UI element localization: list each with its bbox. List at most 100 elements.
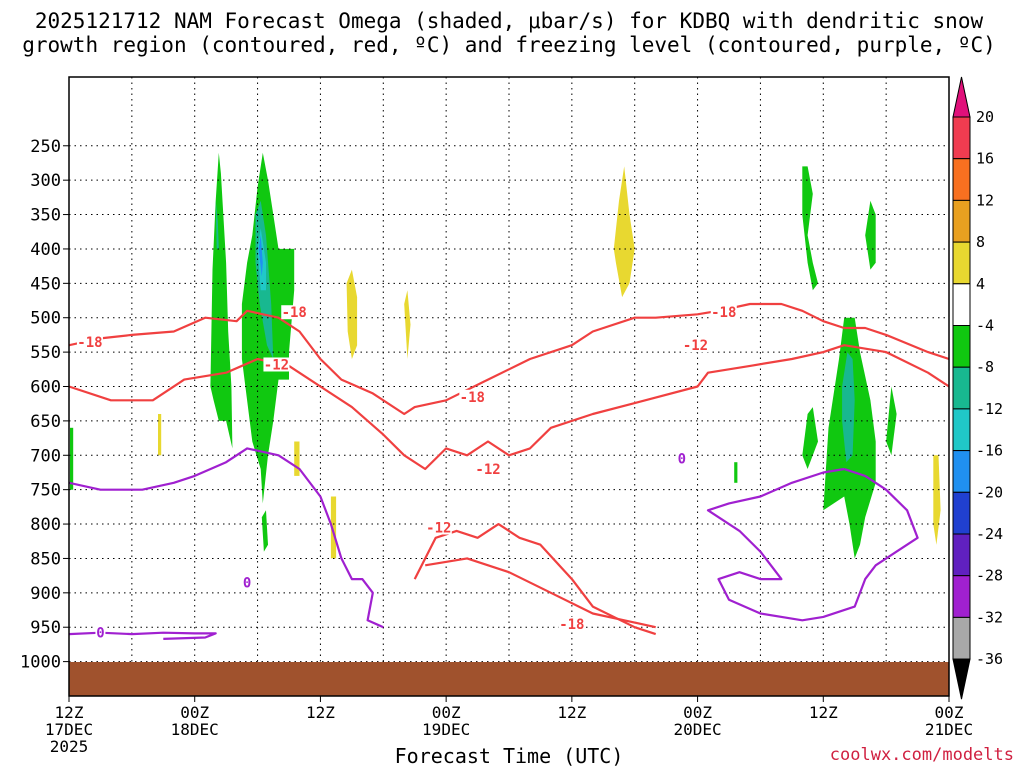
colorbar-swatch [952,283,971,326]
colorbar-label: -4 [976,317,994,335]
x-axis-title: Forecast Time (UTC) [395,744,624,768]
x-tick-label: 12Z [55,703,84,722]
contour-label: -12 [475,462,500,478]
omega-region-12 [842,352,855,463]
omega-region-0 [210,152,233,449]
chart-title-line2: growth region (contoured, red, ºC) and f… [22,33,996,57]
y-tick-label: 800 [30,515,61,535]
colorbar-swatch [952,533,971,577]
contour-label: 0 [96,626,104,642]
y-tick-label: 450 [30,274,61,294]
contour-label: -12 [264,357,289,373]
x-tick-label: 19DEC [422,720,470,739]
omega-region-7 [70,427,74,490]
contour-label-bg [459,389,486,404]
colorbar-swatch [952,158,971,201]
colorbar-swatch [952,241,971,285]
colorbar-label: -12 [976,400,1003,418]
colorbar-swatch [952,325,971,368]
contour-line-2 [413,522,657,636]
omega-region-13 [865,200,876,270]
colorbar-bottom-arrow [952,658,971,700]
colorbar-top-arrow [952,76,971,118]
contour-label-bg [242,575,253,590]
contour-label-bg [95,625,106,640]
x-tick-label: 00Z [683,703,712,722]
y-tick-label: 350 [30,206,61,226]
omega-region-21 [158,414,162,456]
contour-label-bg [263,357,290,372]
contour-label: -18 [460,390,485,406]
omega-shading [70,152,941,559]
omega-region-16 [346,269,358,359]
contour-line-3 [425,557,656,629]
y-tick-label: 600 [30,378,61,398]
colorbar-label: -20 [976,483,1003,501]
contour-label-bg [710,305,737,320]
y-tick-label: 300 [30,171,61,191]
contour-line-1 [69,344,949,471]
contour-label-bg [281,305,308,320]
omega-region-1 [215,200,219,249]
contour-labels: -18 -18 -12 -18 -12 -12 -18 -12 -18 0 0 0 [76,305,737,642]
contour-line-5 [69,631,217,640]
colorbar-label: -32 [976,608,1003,626]
x-tick-label: 00Z [180,703,209,722]
contour-label: -18 [282,305,307,321]
contour-label: 0 [243,576,251,592]
y-tick-label: 700 [30,446,61,466]
contour-label: -18 [711,305,736,321]
contour-line-0 [69,302,949,416]
x-tick-label: 20DEC [673,720,721,739]
x-tick-label: 12Z [809,703,838,722]
y-tick-label: 400 [30,240,61,260]
contour-label-bg [676,451,687,466]
contour-label-bg [425,520,452,535]
colorbar-label: 12 [976,191,994,209]
omega-region-10 [802,407,818,469]
x-tick-label: 17DEC [45,720,93,739]
colorbar-swatch [952,366,971,410]
x-tick-label: 12Z [557,703,586,722]
omega-region-17 [404,290,411,359]
plot-area [69,77,949,696]
contour-label: -12 [426,520,451,536]
colorbar-label: 20 [976,108,994,126]
credit-text: coolwx.com/modelts [830,745,1014,765]
colorbar-swatch [952,491,971,535]
omega-region-6 [261,510,268,552]
contour-label-bg [558,616,585,631]
colorbar-label: -16 [976,442,1003,460]
contour-lines [69,302,949,640]
contour-label: 0 [678,452,686,468]
colorbar-label: 8 [976,233,985,251]
x-tick-label: 21DEC [925,720,973,739]
omega-region-9 [802,166,818,291]
omega-region-18 [330,496,337,559]
omega-region-15 [613,166,635,298]
contour-label-bg [475,462,502,477]
contour-label-bg [76,334,103,349]
y-tick-label: 750 [30,481,61,501]
omega-region-14 [886,386,897,456]
x-tick-label: 00Z [935,703,964,722]
colorbar-swatch [952,116,971,160]
colorbar-swatch [952,450,971,493]
terrain-fill [69,662,949,696]
contour-line-4 [69,447,384,629]
omega-region-5 [258,235,263,277]
x-tick-label: 12Z [306,703,335,722]
x-tick-label: 2025 [50,737,89,756]
colorbar-swatch [952,575,971,618]
colorbar-label: -36 [976,650,1003,668]
grid-lines [69,77,949,696]
y-tick-label: 900 [30,584,61,604]
omega-region-22 [294,441,300,476]
colorbar-swatch [952,199,971,243]
y-tick-label: 850 [30,549,61,569]
omega-region-8 [734,462,738,483]
x-tick-label: 18DEC [171,720,219,739]
y-tick-label: 550 [30,343,61,363]
